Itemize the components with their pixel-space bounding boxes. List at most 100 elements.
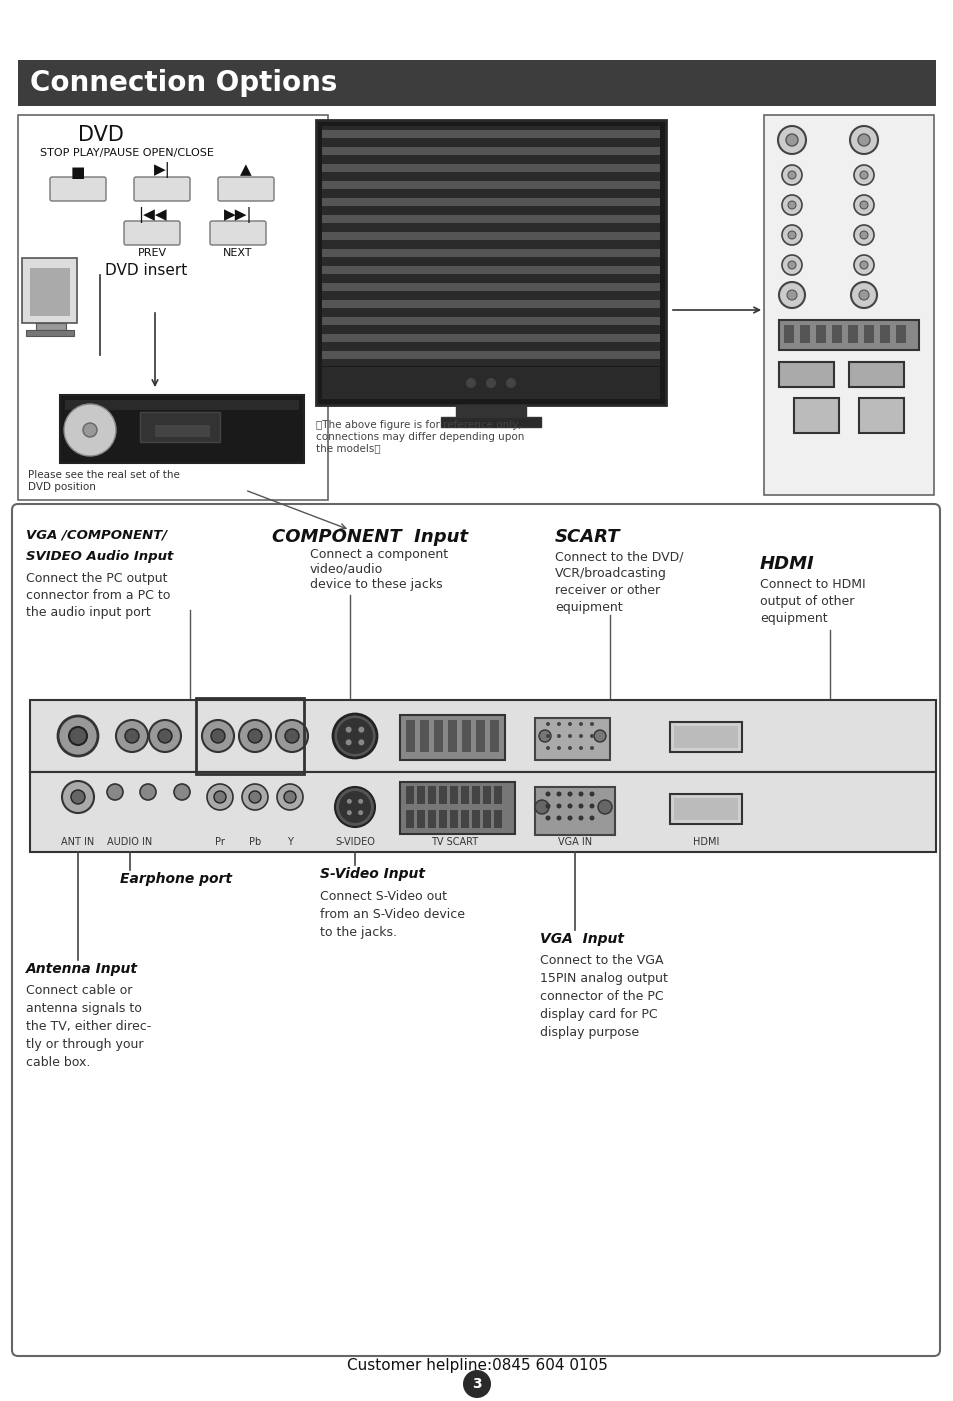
Circle shape — [557, 722, 560, 726]
Circle shape — [853, 165, 873, 185]
Circle shape — [338, 792, 371, 822]
Circle shape — [545, 804, 550, 808]
Text: ■: ■ — [71, 165, 85, 179]
Bar — [863, 325, 873, 343]
Bar — [669, 722, 741, 752]
Circle shape — [357, 810, 363, 815]
Circle shape — [62, 780, 94, 813]
Circle shape — [556, 792, 561, 797]
FancyBboxPatch shape — [133, 177, 190, 200]
Text: （The above figure is for reference only,
connections may differ depending upon
t: （The above figure is for reference only,… — [315, 420, 524, 453]
Bar — [673, 726, 738, 748]
Circle shape — [781, 165, 801, 185]
Bar — [847, 325, 857, 343]
Circle shape — [598, 800, 612, 814]
Circle shape — [545, 792, 550, 797]
Text: ▶▶|: ▶▶| — [223, 207, 252, 223]
Circle shape — [859, 261, 867, 269]
Text: VGA /COMPONENT/: VGA /COMPONENT/ — [26, 528, 167, 541]
Circle shape — [358, 740, 364, 745]
Bar — [779, 361, 833, 387]
Text: AUDIO IN: AUDIO IN — [108, 836, 152, 848]
Bar — [438, 786, 447, 804]
Bar — [482, 786, 491, 804]
Bar — [673, 799, 738, 820]
Circle shape — [335, 787, 375, 827]
Bar — [399, 782, 515, 834]
Circle shape — [158, 729, 172, 743]
Circle shape — [239, 720, 271, 752]
Circle shape — [787, 261, 795, 269]
Bar — [322, 352, 659, 359]
Bar — [895, 325, 905, 343]
Bar — [779, 319, 918, 350]
Bar — [482, 810, 491, 828]
Circle shape — [567, 745, 572, 750]
Circle shape — [284, 792, 295, 803]
Bar — [322, 283, 659, 291]
Circle shape — [556, 804, 561, 808]
Circle shape — [567, 734, 572, 738]
Bar — [476, 720, 484, 752]
Text: ▶|: ▶| — [153, 163, 171, 178]
Circle shape — [242, 785, 268, 810]
Bar — [18, 60, 935, 106]
Text: ANT IN: ANT IN — [61, 836, 94, 848]
Text: Customer helpline:0845 604 0105: Customer helpline:0845 604 0105 — [346, 1358, 607, 1373]
Circle shape — [594, 730, 605, 743]
Bar — [461, 720, 471, 752]
Circle shape — [538, 730, 551, 743]
Circle shape — [557, 734, 560, 738]
Circle shape — [276, 785, 303, 810]
Bar — [406, 810, 414, 828]
Bar — [669, 794, 741, 824]
Text: VGA IN: VGA IN — [558, 836, 592, 848]
Circle shape — [859, 171, 867, 179]
Circle shape — [211, 729, 225, 743]
Text: Connect to the DVD/
VCR/broadcasting
receiver or other
equipment: Connect to the DVD/ VCR/broadcasting rec… — [555, 551, 682, 614]
FancyBboxPatch shape — [763, 115, 933, 495]
Bar — [448, 720, 456, 752]
Circle shape — [578, 804, 583, 808]
Text: Connect to the VGA
15PIN analog output
connector of the PC
display card for PC
d: Connect to the VGA 15PIN analog output c… — [539, 954, 667, 1040]
Circle shape — [779, 282, 804, 308]
Circle shape — [578, 792, 583, 797]
Text: Pb: Pb — [249, 836, 261, 848]
Circle shape — [589, 815, 594, 821]
Bar — [322, 147, 659, 156]
Circle shape — [567, 792, 572, 797]
Bar — [434, 720, 442, 752]
Bar — [793, 398, 838, 433]
Bar — [65, 401, 298, 410]
Bar — [322, 266, 659, 275]
Bar — [406, 720, 415, 752]
Bar — [456, 405, 525, 417]
Bar — [399, 715, 504, 759]
Bar — [535, 787, 615, 835]
Circle shape — [859, 231, 867, 240]
Text: STOP PLAY/PAUSE OPEN/CLOSE: STOP PLAY/PAUSE OPEN/CLOSE — [40, 149, 213, 158]
FancyBboxPatch shape — [124, 221, 180, 245]
Text: Connect S-Video out
from an S-Video device
to the jacks.: Connect S-Video out from an S-Video devi… — [319, 890, 464, 939]
Circle shape — [567, 722, 572, 726]
Circle shape — [859, 200, 867, 209]
Circle shape — [781, 226, 801, 245]
Text: S-Video Input: S-Video Input — [319, 867, 424, 881]
Circle shape — [485, 378, 496, 388]
Circle shape — [207, 785, 233, 810]
Bar — [428, 810, 436, 828]
Circle shape — [787, 171, 795, 179]
Circle shape — [462, 1370, 491, 1398]
FancyBboxPatch shape — [12, 504, 939, 1356]
Bar — [322, 126, 659, 366]
Circle shape — [589, 804, 594, 808]
Circle shape — [71, 790, 85, 804]
Bar — [494, 786, 501, 804]
Circle shape — [505, 378, 516, 388]
Circle shape — [545, 722, 550, 726]
Bar — [26, 331, 74, 336]
Bar — [494, 810, 501, 828]
Text: S-VIDEO: S-VIDEO — [335, 836, 375, 848]
Bar — [879, 325, 889, 343]
Circle shape — [578, 745, 582, 750]
